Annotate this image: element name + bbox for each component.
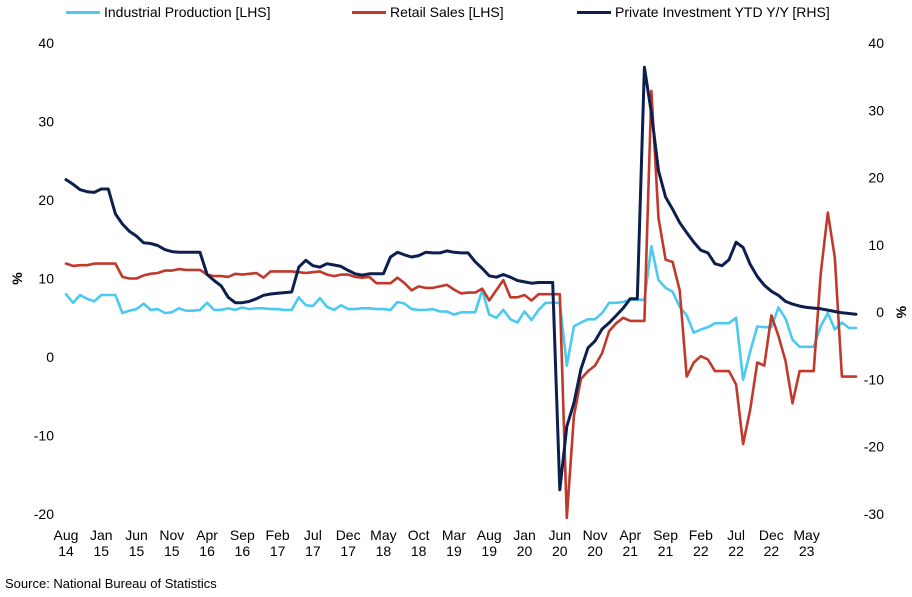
x-tick-label-year: 23: [799, 543, 815, 559]
x-tick-label-month: Feb: [689, 527, 713, 543]
x-tick-label-month: Jan: [90, 527, 113, 543]
left-y-tick-label: -20: [34, 506, 54, 522]
x-tick-label-year: 18: [376, 543, 392, 559]
x-tick-label-year: 15: [129, 543, 145, 559]
source-note: Source: National Bureau of Statistics: [5, 576, 217, 591]
x-tick-label-year: 15: [93, 543, 109, 559]
right-y-tick-label: 20: [868, 170, 884, 186]
x-tick-label-month: Oct: [408, 527, 430, 543]
x-tick-label-month: Jun: [548, 527, 571, 543]
x-tick-label-month: Apr: [196, 527, 218, 543]
x-tick-label-year: 20: [587, 543, 603, 559]
left-y-tick-label: 30: [38, 114, 54, 130]
industrial-production-line: [64, 245, 858, 382]
left-y-tick-label: 0: [46, 349, 54, 365]
x-tick-label-year: 16: [199, 543, 215, 559]
x-tick-label-month: Dec: [759, 527, 784, 543]
legend-swatch-retail-sales: [352, 10, 386, 14]
right-y-tick-label: 40: [868, 35, 884, 51]
x-tick-label-year: 17: [270, 543, 286, 559]
right-y-tick-label: -10: [864, 371, 884, 387]
right-y-axis: 40 30 20 10 0 -10 -20 -30: [864, 35, 884, 522]
left-y-tick-label: 10: [38, 271, 54, 287]
x-tick-label-month: Feb: [266, 527, 290, 543]
x-tick-label-year: 22: [764, 543, 780, 559]
right-y-axis-label: %: [893, 305, 909, 318]
right-y-tick-label: 0: [876, 304, 884, 320]
legend-label-industrial-production: Industrial Production [LHS]: [104, 4, 271, 20]
right-y-tick-label: 10: [868, 237, 884, 253]
x-tick-label-year: 22: [728, 543, 744, 559]
x-tick-label-year: 21: [622, 543, 638, 559]
right-y-tick-label: 30: [868, 102, 884, 118]
left-y-axis-label: %: [9, 272, 25, 285]
x-tick-label-month: Jun: [125, 527, 148, 543]
x-tick-label-month: Jan: [513, 527, 536, 543]
left-y-tick-label: 40: [38, 35, 54, 51]
legend-item-retail-sales: Retail Sales [LHS]: [352, 4, 504, 20]
x-tick-label-month: Nov: [159, 527, 184, 543]
legend-swatch-private-investment: [577, 10, 611, 14]
retail-sales-line: [64, 89, 858, 520]
legend-swatch-industrial-production: [66, 10, 100, 14]
x-tick-label-year: 20: [517, 543, 533, 559]
x-tick-label-year: 18: [411, 543, 427, 559]
x-tick-label-year: 17: [340, 543, 356, 559]
x-tick-label-month: Sep: [653, 527, 678, 543]
x-tick-label-month: Jul: [304, 527, 322, 543]
x-tick-label-month: Apr: [619, 527, 641, 543]
left-y-tick-label: -10: [34, 428, 54, 444]
x-tick-label-year: 22: [693, 543, 709, 559]
x-tick-label-year: 17: [305, 543, 321, 559]
chart-legend: Industrial Production [LHS] Retail Sales…: [0, 4, 912, 24]
x-tick-label-year: 16: [235, 543, 251, 559]
legend-item-private-investment: Private Investment YTD Y/Y [RHS]: [577, 4, 830, 20]
legend-item-industrial-production: Industrial Production [LHS]: [66, 4, 271, 20]
series-layer: [64, 65, 858, 520]
right-y-tick-label: -20: [864, 439, 884, 455]
legend-label-private-investment: Private Investment YTD Y/Y [RHS]: [615, 4, 830, 20]
x-tick-label-month: Aug: [54, 527, 79, 543]
x-tick-label-month: Mar: [442, 527, 466, 543]
x-tick-label-year: 19: [481, 543, 497, 559]
x-tick-label-month: Nov: [583, 527, 608, 543]
x-tick-label-month: Aug: [477, 527, 502, 543]
x-tick-label-month: Sep: [230, 527, 255, 543]
x-tick-label-year: 21: [658, 543, 674, 559]
x-tick-label-year: 19: [446, 543, 462, 559]
x-tick-label-month: Dec: [336, 527, 361, 543]
right-y-tick-label: -30: [864, 506, 884, 522]
x-tick-label-year: 15: [164, 543, 180, 559]
x-tick-label-year: 14: [58, 543, 74, 559]
x-tick-label-month: May: [370, 527, 396, 543]
x-axis: Aug14Jan15Jun15Nov15Apr16Sep16Feb17Jul17…: [54, 527, 820, 559]
left-y-axis: 40 30 20 10 0 -10 -20: [34, 35, 54, 522]
x-tick-label-month: May: [793, 527, 819, 543]
x-tick-label-month: Jul: [727, 527, 745, 543]
left-y-tick-label: 20: [38, 192, 54, 208]
x-tick-label-year: 20: [552, 543, 568, 559]
legend-label-retail-sales: Retail Sales [LHS]: [390, 4, 504, 20]
private-investment-line: [64, 65, 858, 492]
